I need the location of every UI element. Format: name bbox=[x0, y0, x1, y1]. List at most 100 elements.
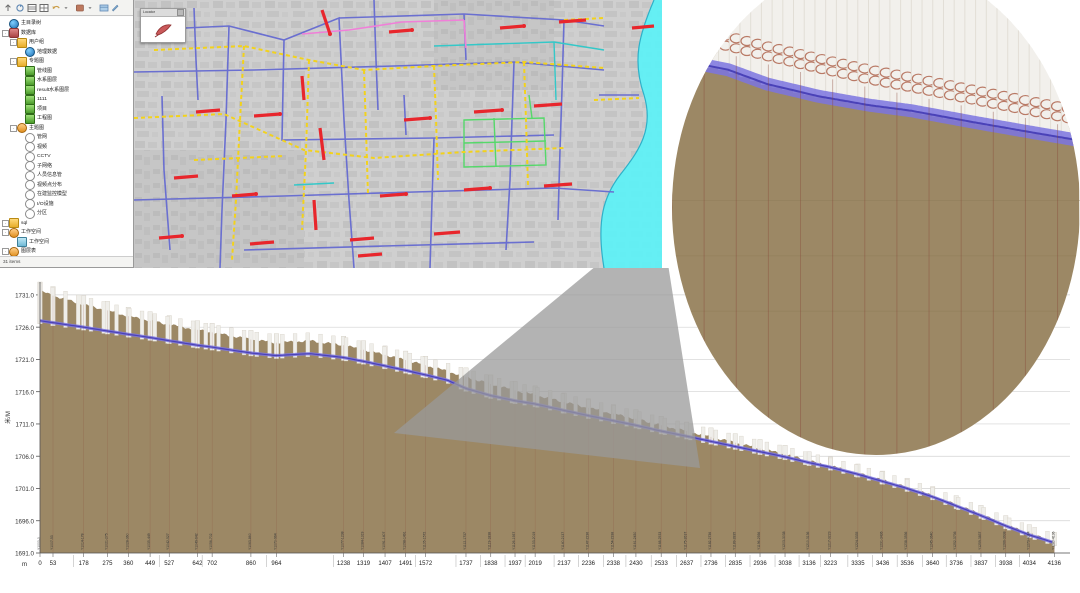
svg-text:Y1168-2533: Y1168-2533 bbox=[658, 532, 662, 550]
tree-node-17[interactable]: 在建监控模型 bbox=[2, 189, 133, 200]
svg-text:1572: 1572 bbox=[419, 561, 433, 567]
map-canvas bbox=[134, 0, 662, 268]
expander-icon[interactable] bbox=[18, 115, 25, 122]
expander-icon[interactable] bbox=[18, 153, 25, 160]
expander-icon[interactable]: - bbox=[10, 124, 17, 132]
expander-icon[interactable] bbox=[18, 191, 25, 198]
tree-node-2[interactable]: 地理数据 bbox=[2, 47, 133, 58]
svg-text:Y1056-702: Y1056-702 bbox=[209, 533, 213, 550]
svg-text:1407: 1407 bbox=[378, 561, 392, 567]
svg-text:1706.0: 1706.0 bbox=[15, 454, 34, 461]
tree-node-0[interactable]: - 数据库 bbox=[2, 28, 133, 39]
station-id-labels: Y1000-0 Y1007-53 Y1014-178 Y1021-275 Y1028-3… bbox=[37, 531, 1055, 550]
tree-node-18[interactable]: I/O设施 bbox=[2, 199, 133, 210]
chevron-down-icon[interactable] bbox=[63, 3, 73, 13]
expander-icon[interactable] bbox=[18, 201, 25, 208]
tree-root-node[interactable]: 主目录树 bbox=[2, 18, 133, 29]
svg-text:360: 360 bbox=[123, 561, 134, 567]
magnifier-content bbox=[672, 0, 1080, 455]
map-view[interactable]: Locator bbox=[134, 0, 662, 269]
tree-node-3[interactable]: - 专题图 bbox=[2, 56, 133, 67]
list-view-icon[interactable] bbox=[27, 3, 37, 13]
svg-text:Y1147-2236: Y1147-2236 bbox=[585, 532, 589, 550]
up-arrow-icon[interactable] bbox=[3, 3, 13, 13]
tree-node-10[interactable]: - 主题图 bbox=[2, 123, 133, 134]
svg-text:Y1042-527: Y1042-527 bbox=[166, 533, 170, 550]
expander-icon[interactable]: - bbox=[10, 39, 17, 47]
svg-text:2338: 2338 bbox=[607, 561, 621, 567]
tree-node-8[interactable]: 项目 bbox=[2, 104, 133, 115]
expander-icon[interactable]: - bbox=[2, 29, 9, 37]
dot-icon bbox=[25, 170, 35, 181]
tree-node-20[interactable]: - sql bbox=[2, 218, 133, 229]
tree-node-6[interactable]: result水系图层 bbox=[2, 85, 133, 96]
tree-node-label: 视频 bbox=[36, 143, 47, 150]
expander-icon[interactable] bbox=[18, 163, 25, 170]
svg-text:Y1154-2338: Y1154-2338 bbox=[610, 532, 614, 550]
expander-icon[interactable] bbox=[18, 172, 25, 179]
tree-node-label: 用户组 bbox=[28, 39, 44, 45]
svg-text:Y1007-53: Y1007-53 bbox=[50, 535, 54, 550]
expander-icon[interactable] bbox=[18, 106, 25, 113]
refresh-icon[interactable] bbox=[15, 3, 25, 13]
tree-node-22[interactable]: 工作空间 bbox=[2, 237, 133, 248]
expander-icon[interactable] bbox=[18, 134, 25, 141]
tree-node-label: 管线图 bbox=[36, 67, 52, 74]
svg-text:Y1203-3038: Y1203-3038 bbox=[782, 531, 786, 550]
tree-node-label: 水系图层 bbox=[36, 77, 57, 83]
tree-node-12[interactable]: 视频 bbox=[2, 142, 133, 153]
expander-icon[interactable]: - bbox=[2, 219, 9, 227]
expander-icon[interactable] bbox=[18, 144, 25, 151]
map-locator-panel[interactable]: Locator bbox=[140, 8, 186, 43]
tree-node-4[interactable]: 管线图 bbox=[2, 66, 133, 77]
svg-text:2019: 2019 bbox=[528, 561, 542, 567]
grid-view-icon[interactable] bbox=[39, 3, 49, 13]
close-icon[interactable] bbox=[177, 9, 184, 16]
tree-node-15[interactable]: 人员信息管 bbox=[2, 170, 133, 181]
svg-text:449: 449 bbox=[145, 561, 156, 567]
tree-node-label: 主题图 bbox=[28, 124, 44, 131]
tree-node-label: 管网 bbox=[36, 134, 47, 140]
dot-icon bbox=[25, 132, 35, 143]
svg-text:3436: 3436 bbox=[876, 561, 890, 567]
expander-icon[interactable] bbox=[18, 210, 25, 217]
svg-text:Y1217-3223: Y1217-3223 bbox=[827, 531, 831, 550]
tree-node-5[interactable]: 水系图层 bbox=[2, 75, 133, 86]
expander-icon[interactable] bbox=[10, 239, 17, 246]
expander-icon[interactable]: - bbox=[10, 58, 17, 66]
tree-node-list[interactable]: 主目录树 - 数据库 - 用户组 地理数据 - 专题图 管线图 水系图层 result水系图层 11… bbox=[0, 17, 133, 257]
tree-node-14[interactable]: 子网络 bbox=[2, 161, 133, 172]
expander-icon[interactable] bbox=[18, 96, 25, 103]
expander-icon[interactable]: - bbox=[2, 229, 9, 237]
layer-icon bbox=[25, 66, 35, 77]
tree-node-21[interactable]: - 工作空间 bbox=[2, 227, 133, 238]
expander-icon[interactable] bbox=[18, 49, 25, 56]
expander-icon[interactable] bbox=[18, 87, 25, 94]
expander-icon[interactable]: - bbox=[2, 248, 9, 256]
tbl-icon bbox=[17, 237, 27, 248]
expander-icon[interactable] bbox=[18, 68, 25, 75]
tree-node-7[interactable]: 1111 bbox=[2, 94, 133, 105]
tree-node-label: 图层表 bbox=[20, 248, 36, 254]
svg-text:2533: 2533 bbox=[655, 561, 669, 567]
catalog-tree-panel: 主目录树 - 数据库 - 用户组 地理数据 - 专题图 管线图 水系图层 result水系图层 11… bbox=[0, 0, 134, 268]
svg-text:Y1105-1572: Y1105-1572 bbox=[423, 532, 427, 550]
tree-node-16[interactable]: 视频点分布 bbox=[2, 180, 133, 191]
tree-node-13[interactable]: CCTV bbox=[2, 151, 133, 162]
expander-icon[interactable] bbox=[18, 182, 25, 189]
tree-node-9[interactable]: 工程图 bbox=[2, 113, 133, 124]
svg-text:642: 642 bbox=[192, 561, 203, 567]
chevron-down-2-icon[interactable] bbox=[87, 3, 97, 13]
tree-node-label: 工程图 bbox=[36, 115, 52, 121]
pin-icon[interactable] bbox=[111, 3, 121, 13]
table-icon[interactable] bbox=[99, 3, 109, 13]
svg-text:1838: 1838 bbox=[484, 561, 498, 567]
magnifier-lens[interactable] bbox=[672, 0, 1080, 455]
tree-node-11[interactable]: 管网 bbox=[2, 132, 133, 143]
expander-icon[interactable] bbox=[18, 77, 25, 84]
svg-text:Y1196-2936: Y1196-2936 bbox=[757, 532, 761, 550]
tree-node-1[interactable]: - 用户组 bbox=[2, 37, 133, 48]
tree-node-19[interactable]: 分区 bbox=[2, 208, 133, 219]
database-icon[interactable] bbox=[75, 3, 85, 13]
undo-icon[interactable] bbox=[51, 3, 61, 13]
